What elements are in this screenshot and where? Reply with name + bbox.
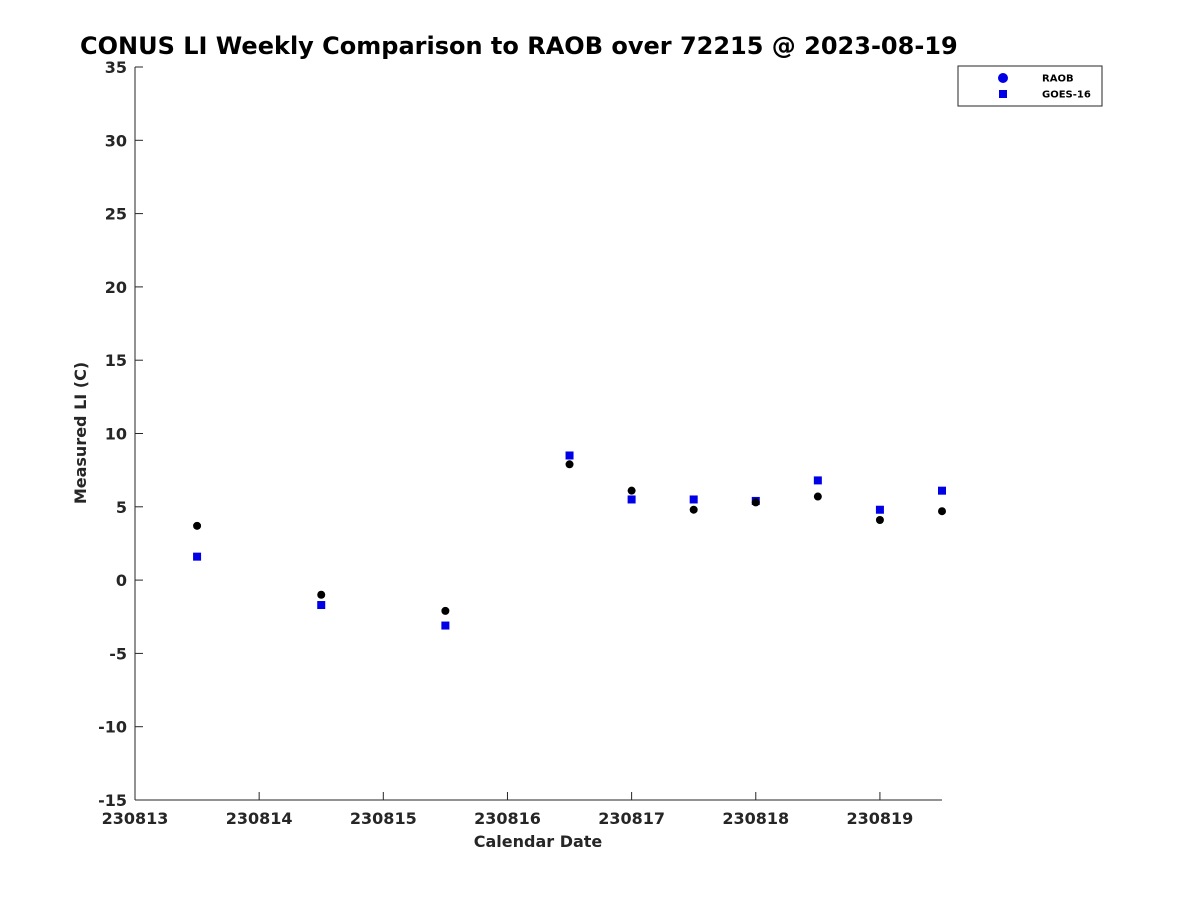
raob-point: [565, 460, 574, 469]
x-tick-label: 230813: [102, 809, 169, 828]
goes16-point: [565, 451, 574, 460]
y-tick-label: 35: [105, 58, 127, 77]
goes16-point: [689, 495, 698, 504]
x-tick-label: 230818: [722, 809, 789, 828]
raob-point: [317, 590, 326, 599]
x-tick-label: 230817: [598, 809, 665, 828]
y-axis-ticks: -15 -10 -5 0 5 10 15 20 25 30 35: [98, 58, 143, 810]
goes16-point: [938, 486, 946, 495]
x-tick-label: 230819: [847, 809, 914, 828]
raob-point: [813, 492, 822, 501]
x-tick-label: 230816: [474, 809, 541, 828]
goes16-point: [813, 476, 822, 485]
y-tick-label: 15: [105, 351, 127, 370]
plot-points: [193, 451, 946, 630]
x-axis-label: Calendar Date: [474, 832, 603, 851]
y-axis-label: Measured LI (C): [71, 362, 90, 504]
chart-title: CONUS LI Weekly Comparison to RAOB over …: [80, 32, 958, 60]
y-tick-label: 30: [105, 131, 127, 150]
raob-point: [751, 498, 760, 507]
goes16-point: [193, 552, 202, 561]
goes16-point: [875, 505, 884, 514]
y-tick-label: 5: [116, 498, 127, 517]
y-tick-label: -5: [109, 644, 127, 663]
legend-raob-label: RAOB: [1042, 74, 1074, 85]
legend-goes-marker: [999, 90, 1007, 98]
legend-goes-label: GOES-16: [1042, 90, 1091, 101]
y-tick-label: -15: [98, 791, 127, 810]
raob-point: [689, 505, 698, 514]
goes16-point: [317, 601, 326, 610]
x-tick-label: 230815: [350, 809, 417, 828]
raob-point: [938, 507, 946, 516]
legend-raob-marker: [998, 73, 1008, 83]
raob-point: [193, 521, 202, 530]
legend: RAOB GOES-16: [957, 65, 1103, 107]
x-tick-label: 230814: [226, 809, 293, 828]
x-axis-ticks: 230813 230814 230815 230816 230817 230818 2308…: [102, 792, 914, 828]
legend-box: [957, 65, 1103, 107]
raob-point: [875, 515, 884, 524]
y-tick-label: 0: [116, 571, 127, 590]
y-tick-label: 25: [105, 205, 127, 224]
raob-point: [627, 486, 636, 495]
y-tick-label: 20: [105, 278, 127, 297]
goes16-point: [627, 495, 636, 504]
raob-point: [441, 606, 450, 615]
y-tick-label: 10: [105, 425, 127, 444]
y-tick-label: -10: [98, 718, 127, 737]
goes16-point: [441, 621, 450, 630]
